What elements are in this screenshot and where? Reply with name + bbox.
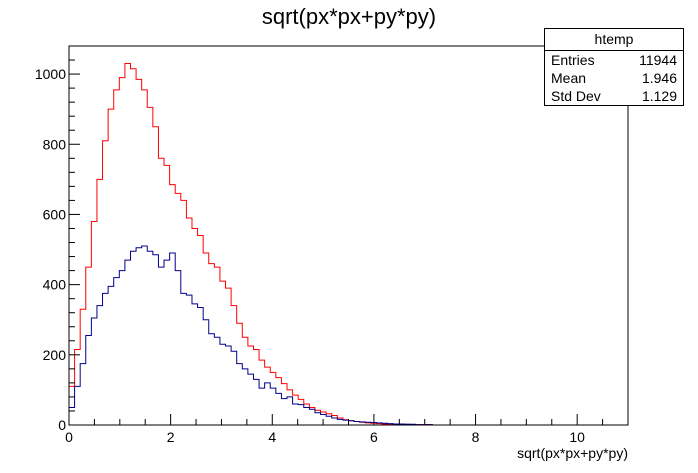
- stats-label: Entries: [551, 52, 595, 68]
- stats-value: 11944: [639, 52, 677, 68]
- y-tick-label: 800: [43, 136, 67, 152]
- histogram-series-0: [68, 63, 628, 426]
- y-tick-label: 200: [43, 347, 67, 363]
- histogram-series-1: [68, 245, 628, 426]
- x-tick-label: 4: [268, 429, 276, 445]
- x-tick-label: 8: [472, 429, 480, 445]
- stats-box: htemp Entries 11944 Mean 1.946 Std Dev 1…: [544, 28, 684, 106]
- stats-row-entries: Entries 11944: [545, 51, 683, 69]
- x-tick-label: 10: [569, 429, 585, 445]
- series-layer: [68, 63, 628, 426]
- y-tick-label: 1000: [35, 66, 66, 82]
- stats-value: 1.946: [641, 70, 677, 86]
- x-tick-label: 2: [167, 429, 175, 445]
- chart-title: sqrt(px*px+py*py): [261, 4, 437, 29]
- x-tick-label: 6: [370, 429, 378, 445]
- stats-row-mean: Mean 1.946: [545, 69, 683, 87]
- stats-label: Std Dev: [551, 88, 601, 104]
- x-tick-label: 0: [65, 429, 73, 445]
- y-tick-label: 0: [58, 417, 66, 433]
- stats-box-name: htemp: [545, 29, 683, 51]
- y-tick-label: 400: [43, 277, 67, 293]
- y-tick-label: 600: [43, 206, 67, 222]
- axes-layer: 0 2 4 6 8 10 0 200 400 600 800 1000: [35, 45, 629, 445]
- stats-value: 1.129: [641, 88, 677, 104]
- stats-label: Mean: [551, 70, 587, 86]
- stats-row-stddev: Std Dev 1.129: [545, 87, 683, 105]
- x-axis-label: sqrt(px*px+py*py): [517, 445, 628, 461]
